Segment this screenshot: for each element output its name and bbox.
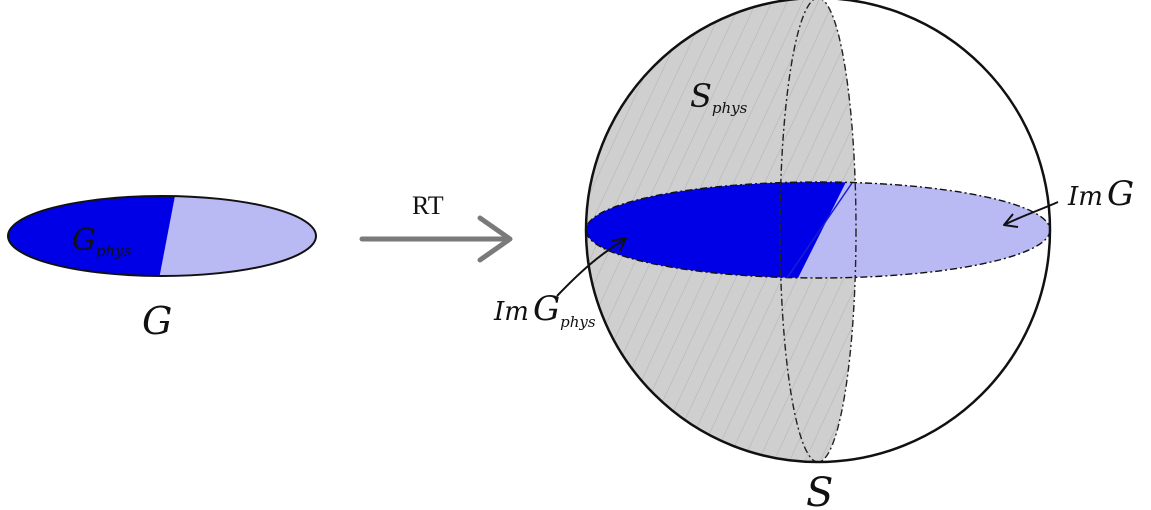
region-g-outline — [7, 195, 317, 277]
label-rt: RT — [412, 191, 444, 220]
label-g: G — [142, 299, 172, 343]
label-im-g-phys: Im Gphys — [493, 289, 596, 331]
bulk-sphere — [584, 0, 1052, 464]
rt-arrow — [359, 215, 513, 263]
pointer-im-g — [1003, 201, 1059, 228]
label-g-phys: Gphys — [72, 223, 132, 260]
sphere-outline — [584, 0, 1052, 464]
label-im-g: Im G — [1067, 174, 1134, 214]
label-s: S — [806, 470, 833, 510]
boundary-region-g — [7, 195, 317, 277]
label-s-phys: Sphys — [690, 77, 748, 117]
pointer-im-g-phys — [556, 237, 627, 297]
